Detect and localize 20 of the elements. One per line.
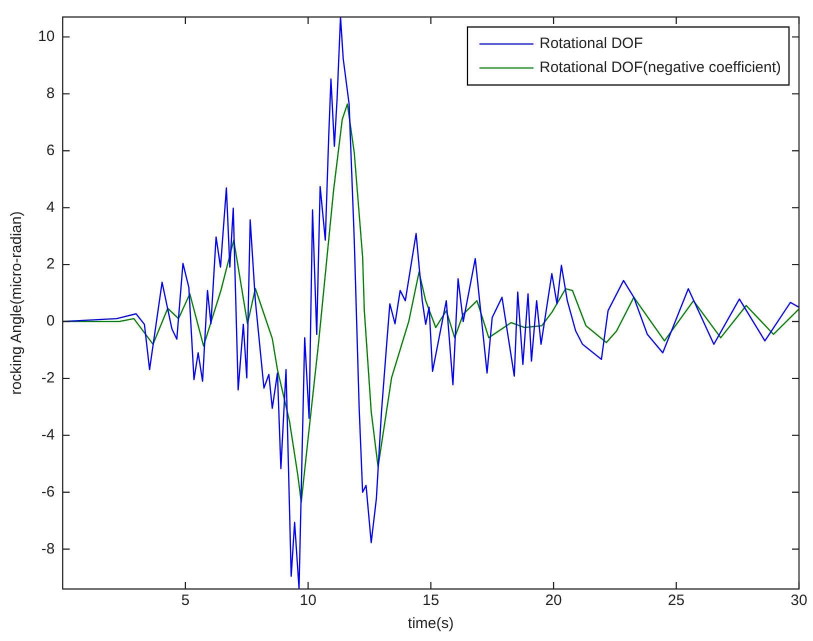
y-tick-label: 8	[46, 84, 55, 102]
y-tick-label: 6	[46, 142, 55, 159]
x-tick-label: 5	[181, 592, 190, 610]
y-tick-label: -8	[41, 540, 55, 558]
x-tick-label: 20	[545, 592, 562, 610]
y-tick-label: -6	[41, 483, 55, 500]
legend-label: Rotational DOF(negative coefficient)	[539, 59, 782, 76]
legend-label: Rotational DOF	[539, 35, 643, 52]
x-tick-label: 30	[790, 592, 808, 610]
x-tick-label: 25	[668, 592, 685, 610]
y-tick-label: 10	[38, 28, 55, 46]
x-tick-label: 10	[300, 592, 316, 610]
y-axis-title: rocking Angle(micro-radian)	[8, 211, 26, 395]
y-tick-label: 0	[46, 312, 55, 330]
y-tick-label: 2	[46, 256, 55, 273]
y-tick-label: -4	[41, 426, 55, 444]
x-tick-label: 15	[422, 592, 440, 610]
y-tick-label: 4	[46, 198, 55, 216]
x-axis-title: time(s)	[408, 615, 454, 632]
y-tick-label: -2	[41, 370, 55, 387]
